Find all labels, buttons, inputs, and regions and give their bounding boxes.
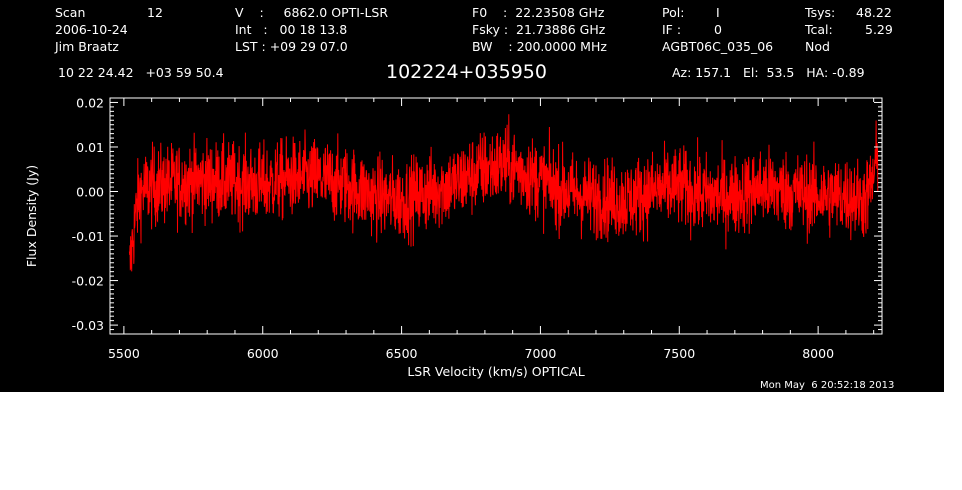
sky-frequency-readout: Fsky : 21.73886 GHz (472, 22, 606, 37)
plot-timestamp: Mon May 6 20:52:18 2013 (760, 380, 895, 391)
observing-mode: Nod (805, 39, 830, 54)
velocity-readout: V : 6862.0 OPTI-LSR (235, 5, 389, 20)
tcal-value: 5.29 (865, 22, 893, 37)
y-tick-label: 0.01 (76, 140, 104, 155)
x-axis-label: LSR Velocity (km/s) OPTICAL (407, 364, 584, 379)
project-id: AGBT06C_035_06 (662, 39, 774, 54)
spectrum-chart: 5500 6000 6500 7000 7500 8000 -0.03 -0.02 -0.01… (24, 95, 883, 379)
y-tick-label: -0.02 (72, 274, 104, 289)
observation-date: 2006-10-24 (55, 22, 128, 37)
source-coordinates: 10 22 24.42 +03 59 50.4 (58, 65, 224, 80)
polarization-label: Pol: (662, 5, 685, 20)
plot-frame (109, 97, 883, 335)
x-tick-label: 7000 (525, 346, 557, 361)
series-spectrum-line (128, 114, 879, 272)
y-tick-label: 0.00 (76, 185, 104, 200)
x-tick-label: 7500 (663, 346, 695, 361)
if-value: 0 (714, 22, 722, 37)
rest-frequency-readout: F0 : 22.23508 GHz (472, 5, 605, 20)
polarization-value: I (716, 5, 720, 20)
x-tick-label: 5500 (108, 346, 140, 361)
integration-time-readout: Int : 00 18 13.8 (235, 22, 348, 37)
lst-readout: LST : +09 29 07.0 (235, 39, 348, 54)
tsys-label: Tsys: (805, 5, 836, 20)
pointing-readout: Az: 157.1 El: 53.5 HA: -0.89 (672, 65, 865, 80)
y-axis: -0.03 -0.02 -0.01 0.00 0.01 0.02 (72, 95, 882, 335)
y-axis-label: Flux Density (Jy) (24, 165, 39, 267)
y-tick-label: -0.03 (72, 318, 104, 333)
y-tick-label: 0.02 (76, 95, 104, 110)
if-label: IF : (662, 22, 682, 37)
spectrum-plot-panel: Scan 12 2006-10-24 Jim Braatz V : 6862.0… (0, 0, 944, 392)
observer-name: Jim Braatz (55, 39, 119, 54)
x-tick-label: 6500 (386, 346, 418, 361)
x-tick-label: 6000 (247, 346, 279, 361)
scan-number: 12 (147, 5, 163, 20)
tsys-value: 48.22 (856, 5, 892, 20)
tcal-label: Tcal: (805, 22, 833, 37)
y-tick-label: -0.01 (72, 229, 104, 244)
source-name-title: 102224+035950 (386, 61, 547, 83)
x-tick-label: 8000 (802, 346, 834, 361)
x-axis: 5500 6000 6500 7000 7500 8000 (108, 98, 875, 361)
scan-label: Scan (55, 5, 86, 20)
bandwidth-readout: BW : 200.0000 MHz (472, 39, 607, 54)
